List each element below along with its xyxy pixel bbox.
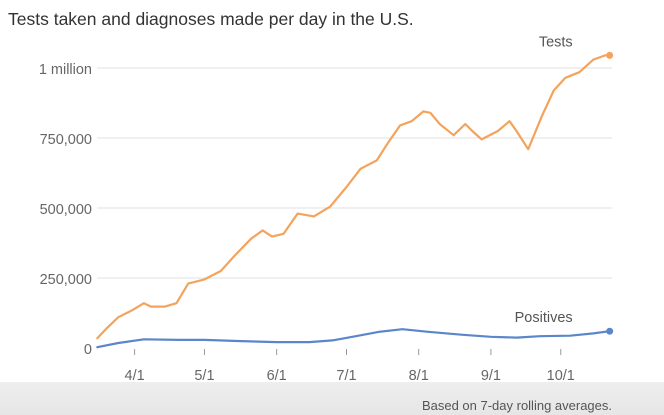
- grid: [97, 67, 612, 279]
- y-tick-label: 0: [84, 342, 92, 358]
- x-tick-label: 4/1: [125, 368, 145, 384]
- y-tick-label: 1 million: [39, 62, 92, 78]
- y-axis-ticks: 0 250,000 500,000 750,000 1 million: [39, 62, 92, 358]
- y-tick-label: 250,000: [40, 272, 92, 288]
- footnote-band: [0, 382, 664, 415]
- x-tick-label: 10/1: [547, 368, 575, 384]
- tests-label: Tests: [539, 34, 573, 50]
- x-tick-label: 8/1: [409, 368, 429, 384]
- y-tick-label: 750,000: [40, 132, 92, 148]
- positives-end-marker: [606, 327, 614, 335]
- x-axis-ticks: 4/1 5/1 6/1 7/1 8/1 9/1 10/1: [125, 349, 575, 384]
- series: [96, 51, 614, 349]
- x-tick-label: 6/1: [267, 368, 287, 384]
- series-labels: Tests Positives: [515, 34, 573, 326]
- tests-line: [96, 54, 611, 340]
- x-tick-label: 9/1: [481, 368, 501, 384]
- x-tick-label: 5/1: [194, 368, 214, 384]
- positives-label: Positives: [515, 310, 573, 326]
- y-tick-label: 500,000: [40, 202, 92, 218]
- chart-title: Tests taken and diagnoses made per day i…: [8, 9, 414, 29]
- x-tick-label: 7/1: [336, 368, 356, 384]
- tests-end-marker: [606, 51, 614, 59]
- positives-line: [96, 328, 611, 349]
